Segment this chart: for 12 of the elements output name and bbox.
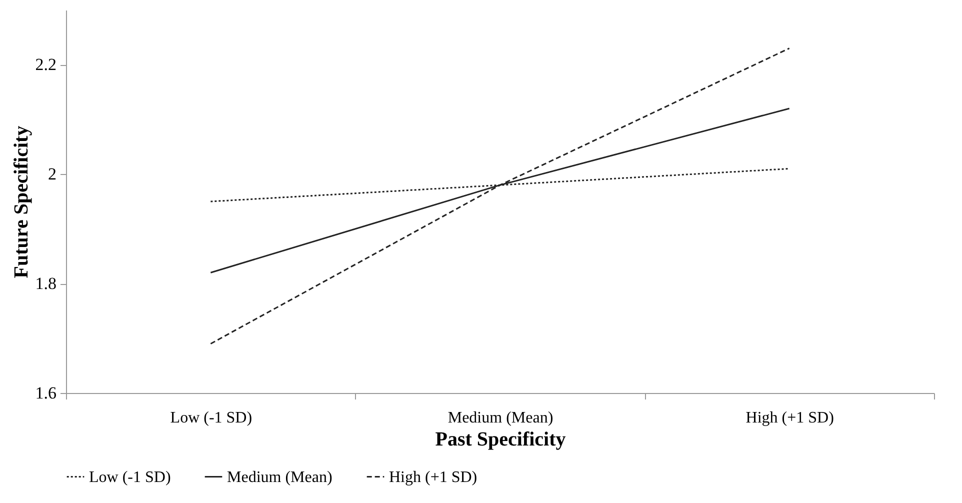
legend-label: Low (-1 SD)	[89, 468, 171, 486]
x-axis-title: Past Specificity	[435, 428, 566, 450]
legend-label: High (+1 SD)	[389, 468, 478, 486]
x-tick-label: Low (-1 SD)	[170, 410, 252, 426]
y-tick-label: 1.6	[35, 384, 56, 402]
legend-label: Medium (Mean)	[227, 468, 332, 486]
y-tick-label: 1.8	[35, 274, 56, 294]
x-tick-label: High (+1 SD)	[746, 410, 834, 426]
y-tick-label: 2.2	[35, 55, 56, 74]
y-axis-title: Future Specificity	[10, 126, 32, 278]
x-tick-label: Medium (Mean)	[448, 410, 554, 426]
y-tick-label: 2	[48, 164, 56, 184]
